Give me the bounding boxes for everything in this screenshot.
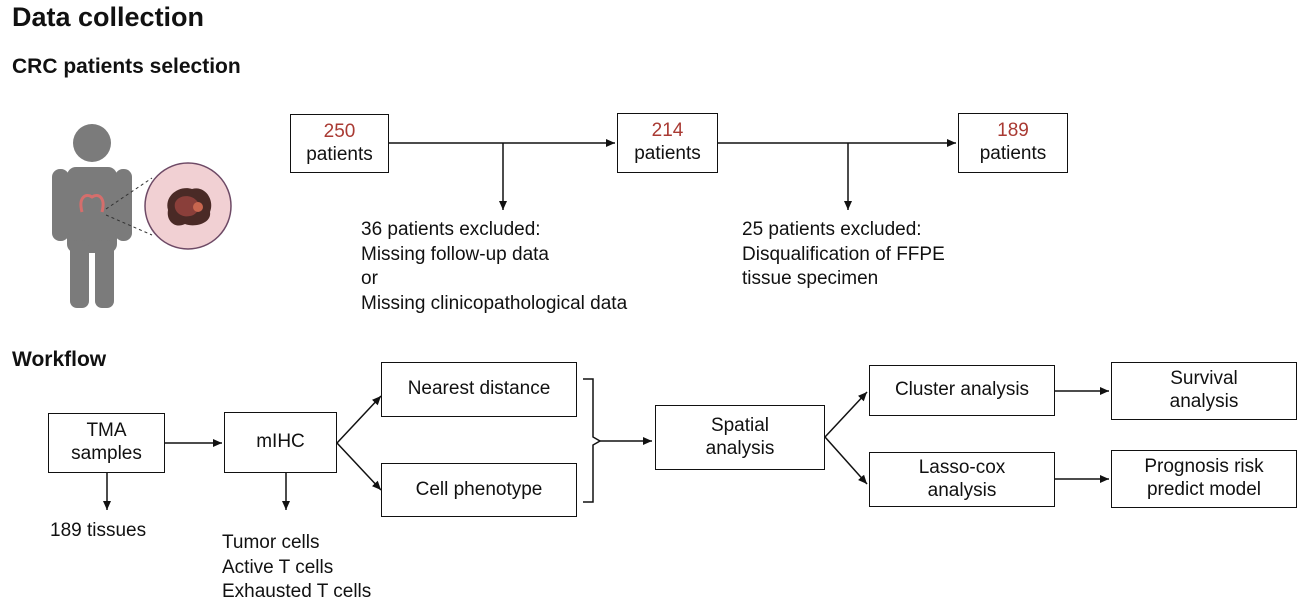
arrow-mihc-to-phenotype: [336, 442, 382, 491]
exclusion-line: Missing clinicopathological data: [361, 293, 628, 315]
exclusion-note-1: 36 patients excluded: Missing follow-up …: [361, 218, 627, 317]
unit-label: patients: [979, 143, 1047, 164]
box-label: Cluster analysis: [894, 379, 1030, 401]
arrow-mihc-to-nearest: [336, 395, 382, 444]
exclusion-line: tissue specimen: [742, 268, 879, 290]
box-lasso-cox: Lasso-cox analysis: [869, 452, 1055, 507]
mihc-note-line: Exhausted T cells: [222, 581, 372, 603]
box-label: Cell phenotype: [415, 478, 543, 500]
box-label: Lasso-cox: [918, 456, 1006, 478]
colon-icon: [79, 194, 105, 213]
box-250-patients: 250 patients: [290, 114, 389, 173]
mihc-note-line: Tumor cells: [222, 532, 320, 553]
exclusion-note-2: 25 patients excluded: Disqualification o…: [742, 218, 945, 292]
box-prognosis-model: Prognosis risk predict model: [1111, 450, 1297, 508]
exclusion-line: or: [361, 268, 378, 290]
patient-illustration: [52, 124, 232, 308]
box-cell-phenotype: Cell phenotype: [381, 463, 577, 517]
exclusion-line: Missing follow-up data: [361, 243, 549, 265]
box-189-patients: 189 patients: [958, 113, 1068, 173]
exclusion-line: Disqualification of FFPE: [742, 243, 945, 265]
box-nearest-distance: Nearest distance: [381, 362, 577, 417]
box-cluster-analysis: Cluster analysis: [869, 365, 1055, 416]
page-title: Data collection: [12, 2, 205, 32]
tumor-icon: [167, 188, 212, 226]
count-250: 250: [323, 120, 356, 142]
box-label: Survival: [1170, 368, 1238, 390]
exclusion-line: 36 patients excluded:: [361, 219, 541, 240]
unit-label: patients: [634, 143, 701, 164]
arrow-spatial-to-lasso: [824, 436, 868, 485]
box-mihc: mIHC: [224, 412, 337, 473]
box-label: analysis: [927, 479, 997, 501]
box-label: analysis: [1169, 391, 1239, 412]
tma-note: 189 tissues: [50, 520, 147, 541]
box-survival-analysis: Survival analysis: [1111, 362, 1297, 420]
box-tma-samples: TMA samples: [48, 413, 165, 473]
person-icon: [52, 124, 132, 308]
box-spatial-analysis: Spatial analysis: [655, 405, 825, 470]
box-label: mIHC: [256, 431, 305, 453]
arrow-spatial-to-cluster: [824, 391, 868, 438]
box-label: samples: [71, 443, 142, 464]
workflow-heading: Workflow: [12, 348, 107, 371]
box-label: Prognosis risk: [1144, 456, 1264, 478]
box-label: analysis: [705, 437, 775, 459]
merge-brace: [583, 378, 602, 503]
box-label: predict model: [1146, 479, 1262, 500]
selection-heading: CRC patients selection: [12, 55, 241, 78]
box-214-patients: 214 patients: [617, 113, 718, 173]
unit-label: patients: [306, 143, 373, 165]
exclusion-line: 25 patients excluded:: [742, 219, 922, 240]
count-189: 189: [997, 120, 1029, 142]
box-label: Nearest distance: [407, 378, 551, 400]
box-label: TMA: [86, 420, 127, 442]
mihc-note-line: Active T cells: [222, 556, 334, 578]
box-label: Spatial: [710, 414, 770, 436]
count-214: 214: [651, 120, 684, 142]
mihc-notes: Tumor cells Active T cells Exhausted T c…: [222, 531, 371, 605]
